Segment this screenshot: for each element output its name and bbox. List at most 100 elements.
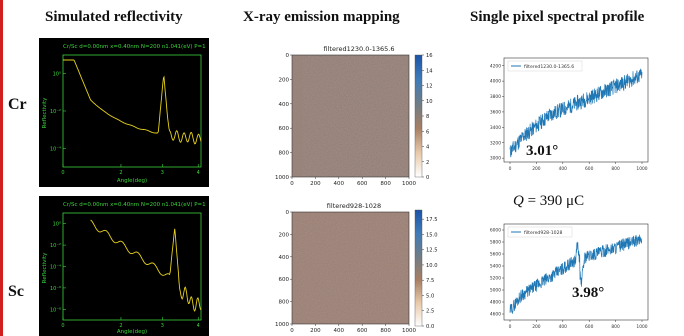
charge-label: Q = 390 μC xyxy=(513,193,584,210)
legend-box xyxy=(507,60,583,72)
spectrum-xtick-label: 800 xyxy=(611,324,620,330)
spectrum-ytick-label: 3000 xyxy=(490,156,501,162)
reflectivity-ytick-label: 10⁻² xyxy=(50,243,61,249)
reflectivity-ytick-label: 10⁰ xyxy=(53,72,61,78)
map-xtick-label: 0 xyxy=(290,181,294,187)
legend-box xyxy=(507,226,573,238)
map-ytick-label: 600 xyxy=(279,277,290,283)
map-xtick-label: 600 xyxy=(357,181,368,187)
colorbar xyxy=(414,54,423,178)
header-simulated-reflectivity: Simulated reflectivity xyxy=(45,9,183,25)
map-title: filtered1230.0-1365.6 xyxy=(324,45,395,53)
spectrum-line xyxy=(509,234,643,314)
reflectivity-xtick-label: 0 xyxy=(61,170,64,176)
reflectivity-xtick-label: 4 xyxy=(197,323,200,329)
map-noise-texture xyxy=(292,55,409,177)
charge-symbol: Q xyxy=(513,193,524,209)
colorbar-tick-label: 12 xyxy=(426,84,433,90)
reflectivity-header-text: Cr/Sc d=0.00nm x=0.40nm N=200 n1.041(eV)… xyxy=(63,44,206,50)
spectrum-ytick-label: 4800 xyxy=(490,300,501,306)
reflectivity-plot-sc: Cr/Sc d=0.00nm x=0.40nm N=200 n1.041(eV)… xyxy=(39,196,209,336)
spectrum-ytick-label: 4600 xyxy=(490,312,501,318)
reflectivity-xtick-label: 2 xyxy=(119,170,122,176)
spectrum-plot-top: 3000 3200 3400 3600 3800 4000 4200 0 200 400 600 8… xyxy=(486,52,656,176)
spectrum-xtick-label: 0 xyxy=(509,324,512,330)
colorbar-tick-label: 14 xyxy=(426,68,433,74)
spectrum-xtick-label: 400 xyxy=(559,324,568,330)
colorbar-tick-label: 5.0 xyxy=(426,293,434,299)
reflectivity-xtick-label: 3 xyxy=(161,170,164,176)
colorbar-tick-label: 4 xyxy=(426,145,430,151)
colorbar-tick-label: 17.5 xyxy=(426,217,438,223)
spectrum-ytick-label: 5000 xyxy=(490,288,501,294)
spectrum-line xyxy=(509,68,643,158)
spectrum-xtick-label: 200 xyxy=(532,166,541,172)
reflectivity-ylabel: Reflectivity xyxy=(42,97,48,128)
spectrum-xtick-label: 0 xyxy=(509,166,512,172)
spectrum-xtick-label: 800 xyxy=(611,166,620,172)
reflectivity-xlabel: Angle(deg) xyxy=(117,178,147,184)
spectrum-ytick-label: 4000 xyxy=(490,79,501,85)
spectrum-ytick-label: 5800 xyxy=(490,240,501,246)
spectrum-xtick-label: 1000 xyxy=(636,324,647,330)
reflectivity-ytick-label: 10⁻⁸ xyxy=(50,307,61,313)
charge-value: = 390 μC xyxy=(527,193,585,209)
map-ytick-label: 200 xyxy=(279,232,290,238)
colorbar-tick-label: 0.0 xyxy=(426,324,434,330)
map-ytick-label: 800 xyxy=(279,151,290,157)
reflectivity-xtick-label: 2 xyxy=(119,323,122,329)
spectrum-ytick-label: 5200 xyxy=(490,276,501,282)
map-ytick-label: 800 xyxy=(279,300,290,306)
left-red-frame-line xyxy=(0,0,3,336)
map-xtick-label: 200 xyxy=(310,181,321,187)
spectrum-axes-frame xyxy=(503,223,649,321)
header-xray-emission-mapping: X-ray emission mapping xyxy=(243,9,400,25)
spectrum-ytick-label: 3200 xyxy=(490,140,501,146)
map-ytick-label: 1000 xyxy=(275,175,289,181)
map-frame xyxy=(291,211,410,325)
spectrum-ytick-label: 3600 xyxy=(490,110,501,116)
spectrum-ytick-label: 5600 xyxy=(490,252,501,258)
map-xtick-label: 400 xyxy=(334,181,345,187)
map-ytick-label: 0 xyxy=(286,210,290,216)
spectrum-ytick-label: 5400 xyxy=(490,264,501,270)
map-xtick-label: 600 xyxy=(357,328,368,334)
colorbar-tick-label: 16 xyxy=(426,53,433,59)
map-ytick-label: 400 xyxy=(279,102,290,108)
spectrum-ytick-label: 4200 xyxy=(490,63,501,69)
spectrum-plot-bottom: 4600 4800 5000 5200 5400 5600 5800 6000 0 200 400… xyxy=(486,218,656,336)
spectrum-axes-frame xyxy=(503,57,649,163)
colorbar-tick-label: 10.0 xyxy=(426,263,438,269)
map-ytick-label: 600 xyxy=(279,126,290,132)
map-ytick-label: 0 xyxy=(286,53,290,59)
map-xtick-label: 0 xyxy=(290,328,294,334)
reflectivity-header-text: Cr/Sc d=0.00nm x=0.40nm N=200 n1.041(eV)… xyxy=(63,202,206,208)
spectrum-ytick-label: 3400 xyxy=(490,125,501,131)
reflectivity-ytick-label: 10⁰ xyxy=(53,222,61,228)
reflectivity-background xyxy=(39,38,209,187)
reflectivity-curve xyxy=(90,219,202,312)
row-label-sc: Sc xyxy=(8,283,24,300)
map-frame xyxy=(291,54,410,178)
reflectivity-ytick-label: 10⁻⁶ xyxy=(50,286,61,292)
map-title: filtered928-1028 xyxy=(327,202,381,210)
colorbar xyxy=(414,209,423,327)
map-xtick-label: 1000 xyxy=(402,328,416,334)
spectrum-xtick-label: 1000 xyxy=(636,166,647,172)
angle-annotation-top: 3.01° xyxy=(526,143,559,159)
spectrum-xtick-label: 600 xyxy=(585,324,594,330)
map-xtick-label: 200 xyxy=(310,328,321,334)
legend-label: filtered928-1028 xyxy=(524,230,563,236)
map-ytick-label: 200 xyxy=(279,77,290,83)
emission-map-bottom: filtered928-1028 0 200 400 600 800 1000 0 200 4… xyxy=(275,202,438,334)
legend-label: filtered1230.0-1365.6 xyxy=(524,64,574,70)
map-xtick-label: 800 xyxy=(380,181,391,187)
reflectivity-ylabel: Reflectivity xyxy=(42,252,48,283)
reflectivity-xtick-label: 3 xyxy=(161,323,164,329)
reflectivity-background xyxy=(39,196,209,336)
spectrum-xtick-label: 200 xyxy=(532,324,541,330)
colorbar-tick-label: 7.5 xyxy=(426,278,434,284)
colorbar-tick-label: 6 xyxy=(426,129,429,135)
colorbar-tick-label: 10 xyxy=(426,99,433,105)
colorbar-tick-label: 0 xyxy=(426,175,429,181)
